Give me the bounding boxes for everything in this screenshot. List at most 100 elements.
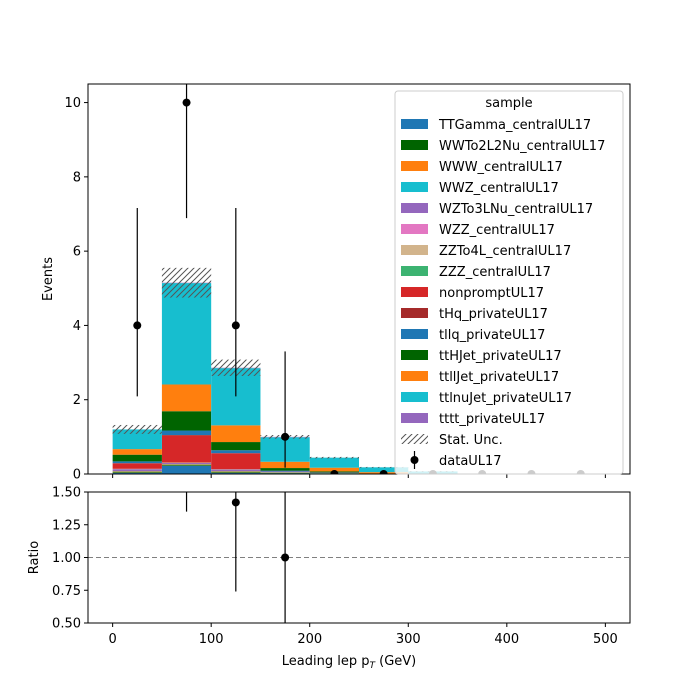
legend-label-0: TTGamma_centralUL17 <box>438 118 591 133</box>
main-ylabel: Events <box>41 257 56 301</box>
legend-swatch-0 <box>401 119 428 129</box>
stat-unc-bin-0 <box>112 424 162 434</box>
legend-swatch-12 <box>401 371 428 381</box>
ratio-xtick-label-3: 300 <box>396 632 421 647</box>
legend-label-14: tttt_privateUL17 <box>439 412 545 427</box>
ratio-ytick-label-4: 1.50 <box>52 486 81 501</box>
bar-ttllJet_privateUL17-bin-4 <box>309 467 359 472</box>
bar-ttlnuJet_privateUL17-bin-1 <box>161 283 212 385</box>
ratio-plot-area <box>88 492 630 623</box>
ratio-ytick-label-2: 1.00 <box>52 551 81 566</box>
bar-WZTo3LNu_centralUL17-bin-0 <box>112 469 162 472</box>
main-ytick-label-3: 6 <box>73 245 81 260</box>
bar-TTGamma_centralUL17-bin-2 <box>211 472 261 474</box>
bar-ttllJet_privateUL17-bin-2 <box>211 425 261 443</box>
legend-data-marker <box>410 456 419 464</box>
ratio-ytick-label-0: 0.50 <box>52 617 81 632</box>
stat-unc-bin-4 <box>309 456 359 459</box>
bar-WZTo3LNu_centralUL17-bin-1 <box>161 462 212 464</box>
bar-WWW_centralUL17-bin-2 <box>211 471 261 473</box>
bar-tllq_privateUL17-bin-1 <box>161 430 212 435</box>
legend-swatch-1 <box>401 140 428 150</box>
legend-swatch-3 <box>401 182 428 192</box>
main-ytick-label-2: 4 <box>73 319 81 334</box>
bar-tllq_privateUL17-bin-3 <box>260 470 310 472</box>
legend-label-1: WWTo2L2Nu_centralUL17 <box>439 139 605 154</box>
main-plot: 0 2 4 6 8 10 Events <box>41 83 631 483</box>
bar-WZTo3LNu_centralUL17-bin-3 <box>260 471 310 473</box>
legend-swatch-10 <box>401 329 428 339</box>
bar-tllq_privateUL17-bin-0 <box>112 461 162 464</box>
ratio-xtick-label-4: 400 <box>494 632 519 647</box>
legend-swatch-6 <box>401 245 428 255</box>
legend-swatch-4 <box>401 203 428 213</box>
bar-WZTo3LNu_centralUL17-bin-2 <box>211 469 261 472</box>
bar-ttHJet_privateUL17-bin-2 <box>211 442 261 451</box>
ratio-xtick-label-2: 200 <box>297 632 322 647</box>
ratio-point-2 <box>281 553 290 562</box>
ratio-xtick-label-0: 0 <box>108 632 116 647</box>
ratio-ylabel: Ratio <box>27 541 42 574</box>
data-point-5 <box>379 470 388 474</box>
ratio-xtick-label-1: 100 <box>199 632 224 647</box>
legend-label-11: ttHJet_privateUL17 <box>439 349 562 364</box>
data-point-2 <box>231 321 240 330</box>
legend-label-5: WZZ_centralUL17 <box>439 223 555 238</box>
bar-TTGamma_centralUL17-bin-0 <box>112 472 162 474</box>
bar-ttlnuJet_privateUL17-bin-4 <box>309 457 359 468</box>
data-point-3 <box>281 432 290 441</box>
legend-label-4: WZTo3LNu_centralUL17 <box>439 202 593 217</box>
bar-nonpromptUL17-bin-2 <box>211 453 261 470</box>
legend-label-9: tHq_privateUL17 <box>439 307 548 322</box>
bar-nonpromptUL17-bin-0 <box>112 463 162 469</box>
data-point-1 <box>182 98 191 107</box>
main-ytick-label-4: 8 <box>73 170 81 185</box>
legend-swatch-11 <box>401 350 428 360</box>
legend-label-2: WWW_centralUL17 <box>439 160 563 175</box>
main-ytick-label-1: 2 <box>73 393 81 408</box>
ratio-ytick-label-3: 1.25 <box>52 518 81 533</box>
legend-swatch-8 <box>401 287 428 297</box>
bar-tllq_privateUL17-bin-2 <box>211 450 261 454</box>
legend-swatch-5 <box>401 224 428 234</box>
legend-label-7: ZZZ_centralUL17 <box>439 265 551 280</box>
ratio-ytick-label-1: 0.75 <box>52 584 81 599</box>
stat-unc-bin-1 <box>161 267 212 298</box>
main-ytick-label-5: 10 <box>64 96 81 111</box>
data-point-4 <box>330 470 339 474</box>
legend-swatch-9 <box>401 308 428 318</box>
legend-swatch-7 <box>401 266 428 276</box>
bar-WWW_centralUL17-bin-0 <box>112 471 162 473</box>
ratio-xtick-label-5: 500 <box>593 632 618 647</box>
legend-label-3: WWZ_centralUL17 <box>439 181 559 196</box>
x-axis-label-sub: T <box>369 661 376 671</box>
legend-label-10: tllq_privateUL17 <box>439 328 545 343</box>
legend-label-6: ZZTo4L_centralUL17 <box>439 244 571 259</box>
bar-WWTo2L2Nu_centralUL17-bin-2 <box>211 472 261 473</box>
legend-box <box>394 90 624 475</box>
ratio-point-1 <box>231 498 240 507</box>
x-axis-label: Leading lep pT (GeV) <box>282 654 416 671</box>
legend-swatch-2 <box>401 161 428 171</box>
bar-WWTo2L2Nu_centralUL17-bin-0 <box>112 472 162 473</box>
legend-label-data: dataUL17 <box>439 454 502 469</box>
main-ytick-label-0: 0 <box>73 468 81 483</box>
bar-tHq_privateUL17-bin-1 <box>161 435 212 436</box>
legend-title: sample <box>485 96 532 111</box>
legend: sample TTGamma_centralUL17 WWTo2L2Nu_centr… <box>394 90 624 475</box>
bar-ttHJet_privateUL17-bin-1 <box>161 411 212 431</box>
bar-ttllJet_privateUL17-bin-0 <box>112 449 162 455</box>
x-axis-label-base: Leading lep p <box>282 654 370 669</box>
legend-swatch-stat-unc <box>401 434 428 444</box>
ratio-plot: 0.50 0.75 1.00 1.25 1.50 0 100 200 300 400 500 Rati… <box>27 486 631 671</box>
stat-unc-bin-5 <box>359 466 409 468</box>
data-point-0 <box>133 321 142 330</box>
main-plot-area <box>112 84 585 474</box>
legend-label-stat-unc: Stat. Unc. <box>439 433 503 448</box>
bar-nonpromptUL17-bin-1 <box>161 435 212 463</box>
bar-ttlnuJet_privateUL17-bin-5 <box>359 467 409 473</box>
bar-WWTo2L2Nu_centralUL17-bin-1 <box>161 465 212 466</box>
legend-label-8: nonpromptUL17 <box>439 286 544 301</box>
bar-ttHJet_privateUL17-bin-3 <box>260 468 310 471</box>
